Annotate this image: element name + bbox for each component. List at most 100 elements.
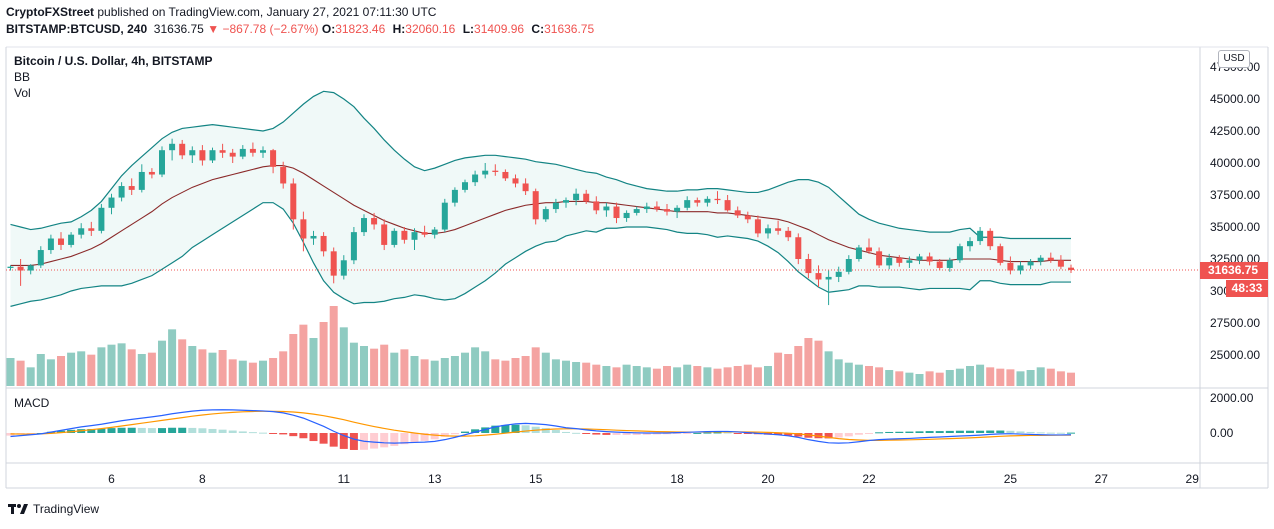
candle-body <box>108 197 115 208</box>
currency-badge[interactable]: USD <box>1218 50 1250 68</box>
macd-histogram-bar <box>1016 431 1025 433</box>
candle-body <box>977 230 984 242</box>
bb-basis-line <box>10 165 1071 266</box>
candle-body <box>88 228 95 231</box>
candle-body <box>653 206 660 210</box>
macd-histogram-bar <box>57 430 65 433</box>
candle-body <box>573 193 580 201</box>
candle-body <box>1027 261 1034 266</box>
macd-histogram-bar <box>976 430 985 433</box>
legend-title[interactable]: Bitcoin / U.S. Dollar, 4h, BITSTAMP <box>14 54 213 68</box>
macd-histogram-bar <box>875 432 884 434</box>
macd-histogram-bar <box>481 427 490 433</box>
candle-body <box>623 212 630 219</box>
volume-bar <box>168 329 177 386</box>
candle-body <box>138 171 145 190</box>
macd-legend[interactable]: MACD <box>14 396 50 410</box>
candle-body <box>98 207 105 231</box>
legend-vol[interactable]: Vol <box>14 86 31 100</box>
candle-body <box>593 201 600 211</box>
candle-body <box>744 215 751 220</box>
macd-histogram-bar <box>885 431 894 433</box>
candle-body <box>563 200 569 203</box>
candle-body <box>1057 260 1064 267</box>
volume-bar <box>107 344 116 386</box>
candle-body <box>361 218 367 233</box>
candle-body <box>411 232 418 240</box>
time-axis-tick: 13 <box>428 472 442 486</box>
volume-bar <box>471 347 480 386</box>
macd-histogram-bar <box>784 433 793 436</box>
candle-body <box>219 150 226 153</box>
macd-histogram-bar <box>713 432 722 434</box>
macd-histogram-bar <box>370 433 379 449</box>
volume-bar <box>319 322 328 386</box>
publisher-name[interactable]: CryptoFXStreet <box>6 5 95 19</box>
volume-bar <box>67 352 76 386</box>
macd-histogram-bar <box>966 430 974 433</box>
candle-body <box>381 224 388 245</box>
candle-body <box>866 247 872 252</box>
macd-histogram-bar <box>208 428 217 433</box>
volume-bar <box>925 371 934 386</box>
candle-body <box>148 171 155 175</box>
ohlc-open-label: O: <box>321 22 336 36</box>
volume-bar <box>208 352 217 386</box>
volume-bar <box>582 362 591 386</box>
volume-bar <box>612 367 621 386</box>
publish-line: CryptoFXStreet published on TradingView.… <box>6 4 598 21</box>
volume-bar <box>1026 370 1035 386</box>
candle-body <box>280 166 287 184</box>
bar-countdown-tag: 48:33 <box>1226 280 1268 298</box>
macd-histogram-bar <box>471 429 480 433</box>
candle-body <box>987 230 994 247</box>
macd-histogram-bar <box>248 432 257 434</box>
volume-bar <box>814 340 823 386</box>
macd-histogram-bar <box>632 433 641 435</box>
price-axis-tick: 40000.00 <box>1210 156 1260 170</box>
macd-histogram-bar <box>996 430 1005 433</box>
candle-body <box>1068 267 1074 271</box>
macd-histogram-bar <box>693 432 702 434</box>
candle-body <box>765 228 771 234</box>
legend-bb[interactable]: BB <box>14 70 31 84</box>
time-axis-tick: 20 <box>761 472 775 486</box>
time-axis-tick: 15 <box>529 472 543 486</box>
volume-bar <box>127 349 136 386</box>
candle-body <box>249 148 256 153</box>
candle-body <box>1047 257 1054 261</box>
macd-histogram-bar <box>440 433 449 437</box>
volume-bar <box>521 356 530 386</box>
macd-histogram-bar <box>491 425 500 433</box>
macd-axis-tick: 0.00 <box>1210 426 1234 440</box>
volume-bar <box>410 356 419 386</box>
macd-histogram-bar <box>168 427 177 433</box>
macd-histogram-bar <box>673 433 682 434</box>
candle-body <box>694 200 701 203</box>
macd-histogram-bar <box>915 431 924 433</box>
footer-brand[interactable]: TradingView <box>8 502 99 516</box>
volume-bar <box>774 352 783 386</box>
volume-bar <box>46 359 55 386</box>
volume-bar <box>57 356 65 386</box>
macd-histogram-bar <box>844 433 853 437</box>
macd-histogram-bar <box>1046 432 1055 434</box>
chart-header: CryptoFXStreet published on TradingView.… <box>6 4 598 38</box>
candle-body <box>58 238 64 245</box>
volume-bar <box>158 340 166 386</box>
macd-histogram-bar <box>935 431 944 433</box>
candle-body <box>835 271 842 277</box>
volume-bar <box>228 359 237 386</box>
price-change: −867.78 (−2.67%) <box>222 22 319 36</box>
volume-bar <box>794 346 803 386</box>
volume-bar <box>329 306 338 386</box>
down-arrow-icon: ▼ <box>207 22 220 36</box>
macd-histogram-bar <box>329 433 338 447</box>
volume-bar <box>915 374 924 386</box>
volume-bar <box>137 354 146 386</box>
macd-histogram-bar <box>309 433 318 442</box>
candle-body <box>401 230 408 240</box>
volume-bar <box>885 370 894 386</box>
macd-histogram-bar <box>218 429 227 433</box>
